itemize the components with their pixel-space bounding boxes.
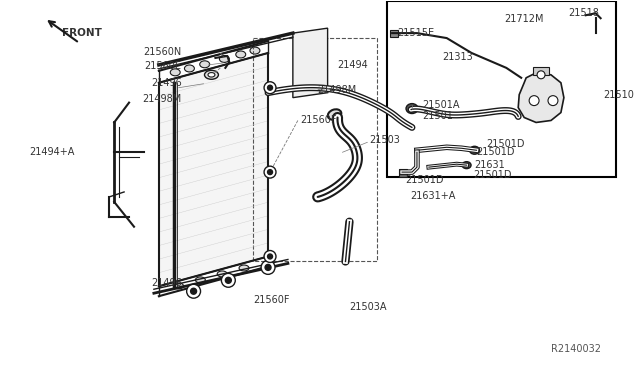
Text: 21518: 21518	[568, 8, 599, 18]
Text: R2140032: R2140032	[551, 344, 601, 354]
Text: 21501D: 21501D	[486, 139, 525, 149]
Circle shape	[221, 273, 236, 287]
Text: 21496: 21496	[151, 78, 182, 88]
Polygon shape	[159, 53, 268, 286]
Text: 21712M: 21712M	[504, 14, 544, 24]
Circle shape	[264, 82, 276, 94]
Ellipse shape	[200, 61, 210, 68]
Circle shape	[529, 96, 539, 106]
Text: 21501D: 21501D	[477, 147, 515, 157]
Ellipse shape	[470, 146, 479, 154]
Text: 21501: 21501	[422, 110, 452, 121]
Ellipse shape	[239, 265, 249, 271]
Circle shape	[537, 71, 545, 79]
Text: 21560F: 21560F	[253, 295, 290, 305]
Text: 21503A: 21503A	[349, 302, 387, 312]
Ellipse shape	[236, 51, 246, 58]
Bar	[533, 67, 549, 75]
Circle shape	[225, 278, 231, 283]
Circle shape	[264, 250, 276, 262]
Text: 21501D: 21501D	[405, 175, 444, 185]
Bar	[390, 30, 398, 37]
Ellipse shape	[173, 283, 184, 289]
Ellipse shape	[250, 47, 260, 54]
Text: 21515E: 21515E	[397, 28, 434, 38]
Text: 21631+A: 21631+A	[410, 191, 456, 201]
Circle shape	[261, 260, 275, 275]
Circle shape	[548, 96, 558, 106]
Text: 21501A: 21501A	[422, 100, 460, 110]
Text: 21503: 21503	[369, 135, 400, 145]
Bar	[399, 169, 407, 177]
Polygon shape	[293, 28, 328, 97]
Circle shape	[268, 254, 273, 259]
Ellipse shape	[462, 162, 471, 169]
Ellipse shape	[406, 103, 418, 113]
Text: 21560F: 21560F	[300, 115, 336, 125]
Text: 21560E: 21560E	[145, 61, 182, 71]
Circle shape	[265, 264, 271, 270]
Text: 21631: 21631	[474, 160, 506, 170]
Ellipse shape	[220, 55, 229, 62]
Text: 21496: 21496	[151, 278, 182, 288]
Text: FRONT: FRONT	[61, 28, 101, 38]
Polygon shape	[518, 73, 564, 122]
Circle shape	[264, 166, 276, 178]
Text: 21498M: 21498M	[143, 94, 182, 104]
Text: 21510: 21510	[604, 90, 634, 100]
Text: 21313: 21313	[442, 52, 472, 62]
Circle shape	[268, 85, 273, 90]
Text: 21494: 21494	[337, 60, 368, 70]
Text: 21494+A: 21494+A	[29, 147, 74, 157]
Bar	[387, 1, 616, 177]
Ellipse shape	[184, 65, 195, 72]
Text: 21501D: 21501D	[474, 170, 512, 180]
Ellipse shape	[208, 73, 215, 77]
Text: 21560N: 21560N	[143, 47, 182, 57]
Ellipse shape	[205, 70, 218, 79]
Circle shape	[191, 288, 196, 294]
Circle shape	[187, 284, 200, 298]
Ellipse shape	[328, 109, 341, 120]
Circle shape	[268, 170, 273, 174]
Ellipse shape	[170, 69, 180, 76]
Text: 21498M: 21498M	[317, 85, 357, 95]
Ellipse shape	[217, 271, 227, 277]
Ellipse shape	[195, 277, 205, 283]
